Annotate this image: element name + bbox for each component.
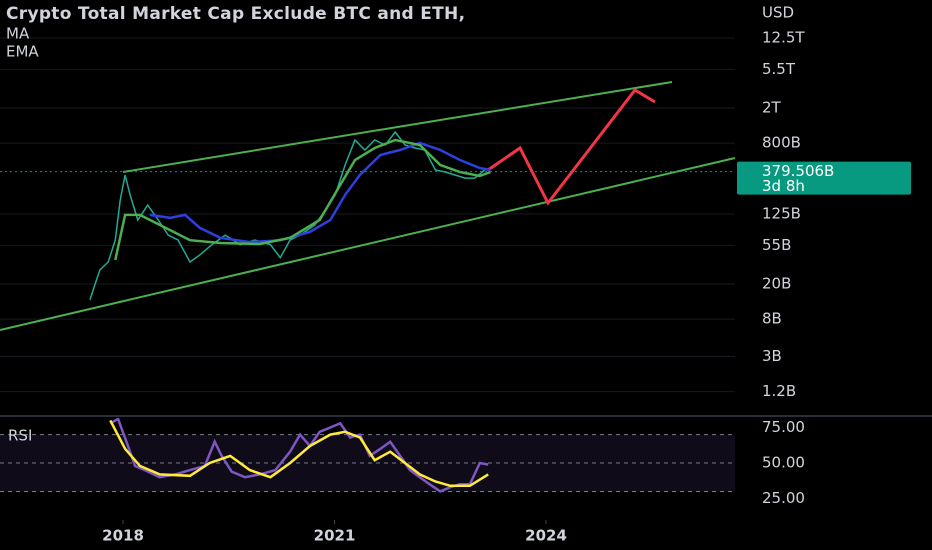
x-tick-label: 2021 xyxy=(314,527,356,545)
rsi-title: RSI xyxy=(8,427,32,445)
y-tick-label: 25.00 xyxy=(762,489,805,507)
y-tick-label: 800B xyxy=(762,134,801,152)
y-tick-label: 55B xyxy=(762,236,791,254)
y-tick-label: 2T xyxy=(762,99,782,117)
series-line xyxy=(109,419,489,488)
last-value-box xyxy=(737,161,911,195)
countdown-label: 3d 8h xyxy=(762,177,805,195)
y-axis-unit: USD xyxy=(762,4,794,22)
last-value-label: 379.506B xyxy=(762,162,834,180)
legend-ema: EMA xyxy=(6,43,39,61)
channel-upper xyxy=(122,81,673,173)
series-line xyxy=(149,141,491,244)
x-tick-label: 2024 xyxy=(525,527,567,545)
series-line xyxy=(114,138,491,261)
chart-title: Crypto Total Market Cap Exclude BTC and … xyxy=(6,4,465,24)
legend-ma: MA xyxy=(6,25,30,43)
y-tick-label: 5.5T xyxy=(762,60,796,78)
y-tick-label: 20B xyxy=(762,275,791,293)
series-line xyxy=(89,130,486,301)
y-tick-label: 1.2B xyxy=(762,382,796,400)
y-tick-label: 12.5T xyxy=(762,29,805,47)
x-tick-label: 2018 xyxy=(102,527,144,545)
y-tick-label: 75.00 xyxy=(762,418,805,436)
y-tick-label: 50.00 xyxy=(762,454,805,472)
projection-path xyxy=(487,88,656,206)
y-tick-label: 3B xyxy=(762,347,782,365)
channel-lower xyxy=(0,157,736,331)
y-tick-label: 125B xyxy=(762,205,801,223)
y-tick-label: 8B xyxy=(762,310,782,328)
